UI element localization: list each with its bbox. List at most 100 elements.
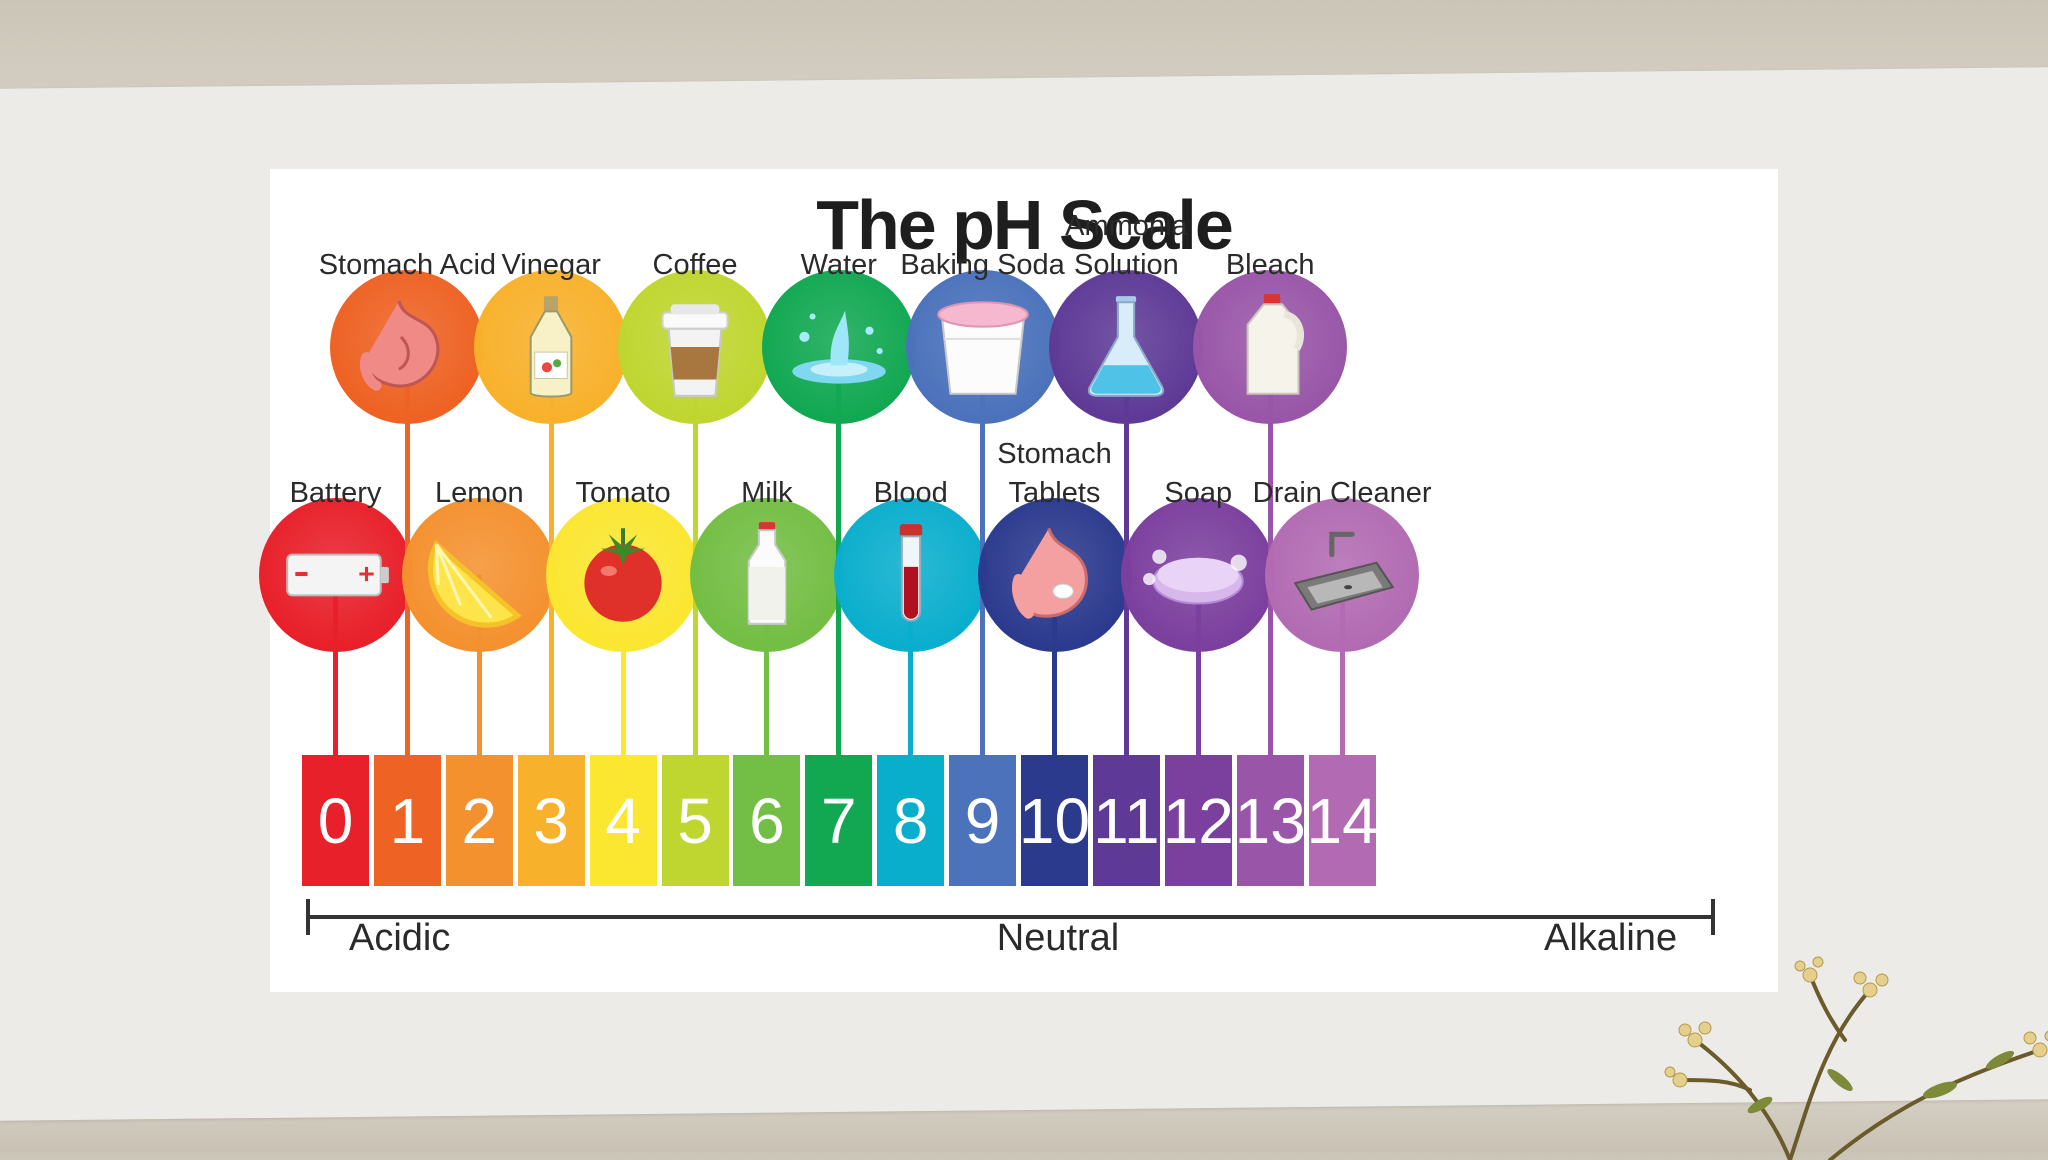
substance-label-line: Stomach Acid: [318, 249, 497, 281]
substance-circle-stomach-tablets: [977, 498, 1132, 652]
ph-segment-0: 0: [302, 755, 369, 886]
milk-bottle-icon: [747, 521, 787, 625]
substance-circle-baking-soda: [905, 270, 1060, 424]
substance-circle-stomach-acid: [330, 270, 485, 424]
ph-segment-3: 3: [517, 755, 585, 886]
soap-bar-icon: [1142, 548, 1249, 605]
substance-label: Soap: [1088, 169, 1308, 513]
substance-circle-tomato: [546, 498, 701, 652]
blood-test-tube-icon: [898, 523, 923, 622]
ph-segment-2: 2: [445, 755, 513, 886]
ph-segment-5: 5: [661, 755, 729, 886]
ph-segment-4: 4: [589, 755, 657, 886]
leader-line: [620, 575, 626, 755]
ph-value-label: 7: [821, 784, 857, 857]
leader-line: [908, 575, 914, 755]
substance-label: Bleach: [1160, 169, 1380, 285]
substance-label: Battery: [226, 169, 446, 513]
substance-label-line: Soap: [1164, 477, 1233, 509]
substance-label: Lemon: [369, 169, 589, 513]
lemon-icon: [418, 514, 540, 636]
leader-line: [764, 575, 770, 755]
axis-label-neutral: Neutral: [996, 917, 1120, 959]
axis-label-acidic: Acidic: [349, 917, 451, 959]
page-title: The pH Scale: [816, 186, 1234, 264]
ph-value-label: 13: [1234, 784, 1306, 857]
battery-icon: [285, 553, 390, 597]
substance-label-line: Coffee: [652, 249, 738, 281]
substance-circle-lemon: [402, 498, 557, 652]
substance-label-line: Tomato: [575, 477, 671, 509]
substance-label-line: Stomach: [997, 438, 1112, 470]
substance-circle-water: [761, 270, 916, 424]
dried-flower-decoration: [1664, 956, 2048, 1160]
substance-label-line: Bleach: [1225, 249, 1315, 281]
ph-value-label: 11: [1093, 784, 1160, 857]
substance-label-line: Battery: [289, 477, 382, 509]
substance-label-line: Vinegar: [501, 249, 601, 281]
substance-label: Blood: [801, 169, 1021, 513]
substance-label: Drain Cleaner: [1232, 169, 1452, 513]
ph-value-label: 4: [605, 784, 641, 857]
ph-segment-13: 13: [1234, 755, 1306, 886]
ph-value-label: 10: [1018, 784, 1091, 857]
ph-value-label: 14: [1306, 784, 1378, 857]
leader-line: [333, 575, 338, 755]
ph-value-label: 9: [964, 784, 1001, 857]
ph-segment-6: 6: [733, 755, 801, 886]
ph-segment-14: 14: [1306, 755, 1378, 886]
substance-circle-drain-cleaner: [1265, 498, 1420, 652]
substance-label: Milk: [657, 169, 877, 513]
ph-value-label: 8: [892, 784, 929, 857]
substance-label: Stomach Acid: [297, 169, 517, 285]
tomato-icon: [584, 528, 662, 622]
stomach-tablet-icon: [994, 514, 1116, 636]
substance-circle-milk: [689, 498, 844, 652]
ph-value-label: 5: [677, 784, 713, 857]
substance-label: Water: [729, 169, 949, 285]
substance-label-line: Drain Cleaner: [1252, 477, 1432, 509]
substance-label-line: Blood: [873, 477, 948, 509]
substance-label-line: Milk: [741, 477, 793, 509]
substance-label-line: Ammonia: [1065, 210, 1188, 242]
substance-label: Stomach Tablets: [945, 169, 1165, 513]
ph-segment-7: 7: [805, 755, 873, 886]
ph-value-label: 2: [461, 784, 498, 857]
substance-circle-blood: [833, 498, 988, 652]
ph-segment-11: 11: [1092, 755, 1160, 886]
substance-label: Coffee: [585, 169, 805, 285]
substance-circle-bleach: [1193, 270, 1348, 424]
leader-line: [1052, 575, 1057, 755]
axis-line: [307, 915, 1714, 919]
ph-value-label: 12: [1162, 784, 1234, 857]
axis-tick-left: [306, 899, 310, 935]
ph-segment-8: 8: [877, 755, 945, 886]
substance-label: Vinegar: [441, 169, 661, 285]
ph-value-label: 6: [749, 784, 785, 857]
leader-line: [476, 575, 482, 755]
substance-circle-ammonia-solution: [1049, 270, 1204, 424]
substance-circle-soap: [1121, 498, 1276, 652]
ph-segment-1: 1: [373, 755, 441, 886]
leader-line: [1339, 575, 1345, 755]
leader-line: [1195, 575, 1201, 755]
ph-value-label: 3: [533, 784, 569, 857]
substance-label-line: Baking Soda: [900, 249, 1065, 281]
substance-label-line: Solution: [1073, 249, 1179, 281]
substance-label: Tomato: [513, 169, 733, 513]
substance-label-line: Water: [800, 249, 877, 281]
ph-segment-10: 10: [1018, 755, 1091, 886]
ph-value-label: 1: [389, 784, 426, 857]
substance-circle-coffee: [618, 270, 772, 424]
substance-circle-battery: [258, 498, 413, 652]
axis-label-alkaline: Alkaline: [1544, 917, 1678, 959]
substance-circle-vinegar: [474, 270, 629, 424]
ph-value-label: 0: [317, 784, 354, 857]
axis-tick-right: [1711, 899, 1715, 935]
ph-segment-12: 12: [1162, 755, 1234, 886]
ph-segment-9: 9: [949, 755, 1017, 886]
substance-label: Ammonia Solution: [1016, 169, 1236, 285]
sink-icon: [1281, 514, 1403, 636]
substance-label: Baking Soda: [873, 169, 1093, 285]
